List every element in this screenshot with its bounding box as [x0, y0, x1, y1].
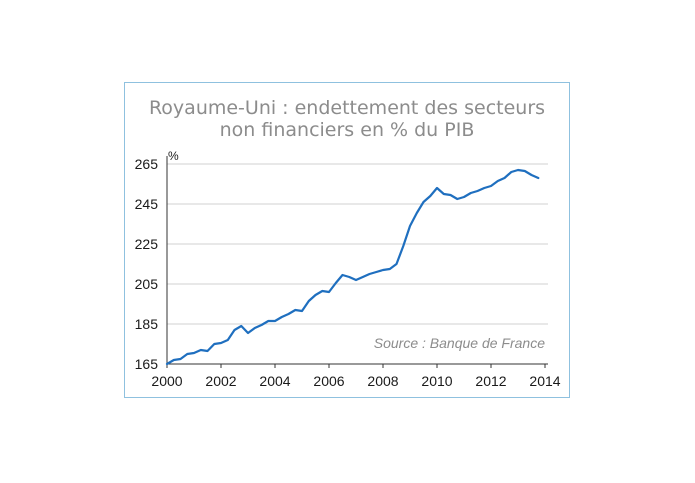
x-tick-label: 2008: [367, 373, 398, 389]
y-unit-label: %: [168, 149, 179, 163]
x-tick-label: 2012: [475, 373, 506, 389]
y-tick-label: 225: [135, 236, 159, 252]
y-tick-label: 185: [135, 316, 159, 332]
series-line: [165, 168, 540, 366]
x-tick-label: 2004: [259, 373, 290, 389]
y-tick-label: 205: [135, 276, 159, 292]
x-tick-label: 2006: [313, 373, 344, 389]
y-tick-label: 245: [135, 196, 159, 212]
x-tick-label: 2002: [205, 373, 236, 389]
x-tick-label: 2014: [529, 373, 560, 389]
chart-title-line-2: non financiers en % du PIB: [219, 119, 475, 141]
source-annotation: Source : Banque de France: [374, 335, 545, 351]
y-tick-label: 265: [135, 156, 159, 172]
x-tick-label: 2010: [421, 373, 452, 389]
x-tick-label: 2000: [151, 373, 182, 389]
chart-frame: Royaume-Uni : endettement des secteurs n…: [124, 82, 570, 398]
chart-title: Royaume-Uni : endettement des secteurs n…: [125, 97, 569, 141]
chart-title-line-1: Royaume-Uni : endettement des secteurs: [148, 97, 546, 119]
y-tick-label: 165: [135, 356, 159, 372]
